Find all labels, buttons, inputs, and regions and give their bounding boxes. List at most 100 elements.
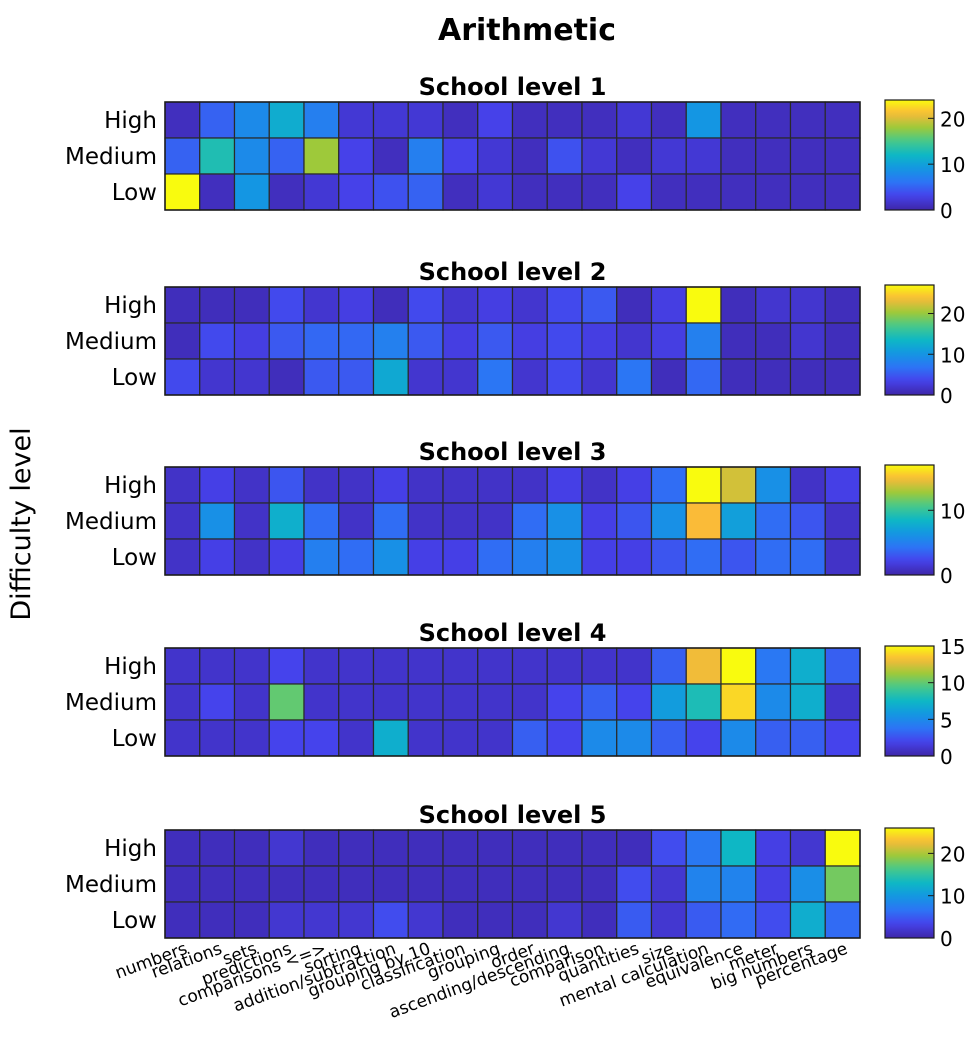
heatmap-cell — [199, 647, 236, 685]
heatmap-cell — [685, 173, 722, 211]
heatmap-cell — [407, 101, 444, 139]
heatmap-cell — [199, 286, 236, 324]
heatmap-cell — [477, 647, 514, 685]
heatmap-cell — [164, 647, 201, 685]
heatmap-cell — [650, 286, 687, 324]
heatmap-cell — [338, 173, 375, 211]
y-axis-label: Difficulty level — [6, 427, 37, 620]
panel-1: School level 1 High Medium Low 0 10 20 — [65, 73, 965, 223]
colorbar-tick-label: 15 — [940, 635, 965, 659]
heatmap-cell — [372, 101, 409, 139]
heatmap-cell — [407, 829, 444, 867]
heatmap-cell — [407, 322, 444, 360]
heatmap-cell — [338, 865, 375, 903]
heatmap-cell — [199, 865, 236, 903]
heatmap-cell — [720, 865, 757, 903]
heatmap-cell — [720, 466, 757, 504]
heatmap-cell — [303, 173, 340, 211]
heatmap-cell — [650, 358, 687, 396]
heatmap-cell — [477, 865, 514, 903]
heatmap-cell — [442, 538, 479, 576]
heatmap-cell — [789, 502, 826, 540]
row-label: High — [104, 654, 157, 680]
heatmap-cell — [164, 101, 201, 139]
row-label: High — [104, 473, 157, 499]
heatmap-cell — [581, 286, 618, 324]
heatmap-cell — [824, 466, 861, 504]
heatmap-cell — [824, 865, 861, 903]
heatmap-cell — [407, 286, 444, 324]
heatmap-cell — [824, 101, 861, 139]
heatmap-cell — [755, 901, 792, 939]
heatmap-cell — [442, 137, 479, 175]
heatmap-cell — [650, 829, 687, 867]
heatmap-cell — [372, 865, 409, 903]
heatmap-cell — [407, 137, 444, 175]
heatmap-cell — [407, 466, 444, 504]
heatmap-cell — [164, 719, 201, 757]
heatmap-cell — [616, 865, 653, 903]
heatmap-cell — [199, 322, 236, 360]
heatmap-cell — [268, 173, 305, 211]
row-label: Medium — [65, 329, 157, 355]
heatmap-cell — [789, 173, 826, 211]
heatmap-cell — [372, 466, 409, 504]
heatmap-cell — [546, 683, 583, 721]
heatmap-cell — [407, 865, 444, 903]
heatmap-cell — [824, 322, 861, 360]
heatmap-cell — [233, 358, 270, 396]
heatmap-cell — [268, 466, 305, 504]
heatmap-cell — [650, 901, 687, 939]
heatmap-cell — [338, 358, 375, 396]
heatmap-cell — [199, 466, 236, 504]
heatmap-cell — [685, 865, 722, 903]
heatmap-cell — [685, 901, 722, 939]
row-label: Low — [112, 545, 157, 571]
heatmap-cell — [303, 101, 340, 139]
heatmap-cell — [685, 101, 722, 139]
heatmap-cell — [303, 358, 340, 396]
heatmap-cell — [407, 683, 444, 721]
heatmap-cell — [789, 719, 826, 757]
heatmap-cell — [407, 358, 444, 396]
heatmap-cell — [372, 286, 409, 324]
heatmap-cell — [477, 538, 514, 576]
heatmap-cell — [581, 502, 618, 540]
colorbar — [884, 284, 935, 396]
heatmap-cell — [372, 173, 409, 211]
heatmap-cell — [199, 173, 236, 211]
heatmap-cell — [755, 101, 792, 139]
heatmap-cell — [164, 538, 201, 576]
heatmap-cell — [720, 137, 757, 175]
heatmap-cell — [442, 647, 479, 685]
heatmap-cell — [372, 322, 409, 360]
heatmap-cell — [755, 173, 792, 211]
heatmap-cell — [233, 647, 270, 685]
heatmap-cell — [268, 322, 305, 360]
heatmap-cell — [338, 286, 375, 324]
heatmap-cell — [303, 466, 340, 504]
heatmap-cell — [442, 502, 479, 540]
heatmap-cell — [268, 683, 305, 721]
heatmap-cell — [268, 101, 305, 139]
panel-title: School level 4 — [419, 619, 607, 647]
heatmap-cell — [755, 719, 792, 757]
heatmap-cell — [233, 719, 270, 757]
row-label: Low — [112, 365, 157, 391]
heatmap-cell — [616, 538, 653, 576]
colorbar-tick-label: 20 — [940, 303, 965, 327]
heatmap-cell — [303, 538, 340, 576]
heatmap-cell — [650, 101, 687, 139]
heatmap-cell — [372, 538, 409, 576]
heatmap-cell — [789, 322, 826, 360]
heatmap-cell — [477, 683, 514, 721]
heatmap-cell — [164, 173, 201, 211]
heatmap-cell — [546, 865, 583, 903]
heatmap-cell — [233, 683, 270, 721]
row-label: Low — [112, 908, 157, 934]
heatmap-cell — [685, 466, 722, 504]
heatmap-cell — [511, 719, 548, 757]
heatmap-cell — [546, 538, 583, 576]
heatmap-cell — [233, 101, 270, 139]
heatmap-cell — [789, 358, 826, 396]
